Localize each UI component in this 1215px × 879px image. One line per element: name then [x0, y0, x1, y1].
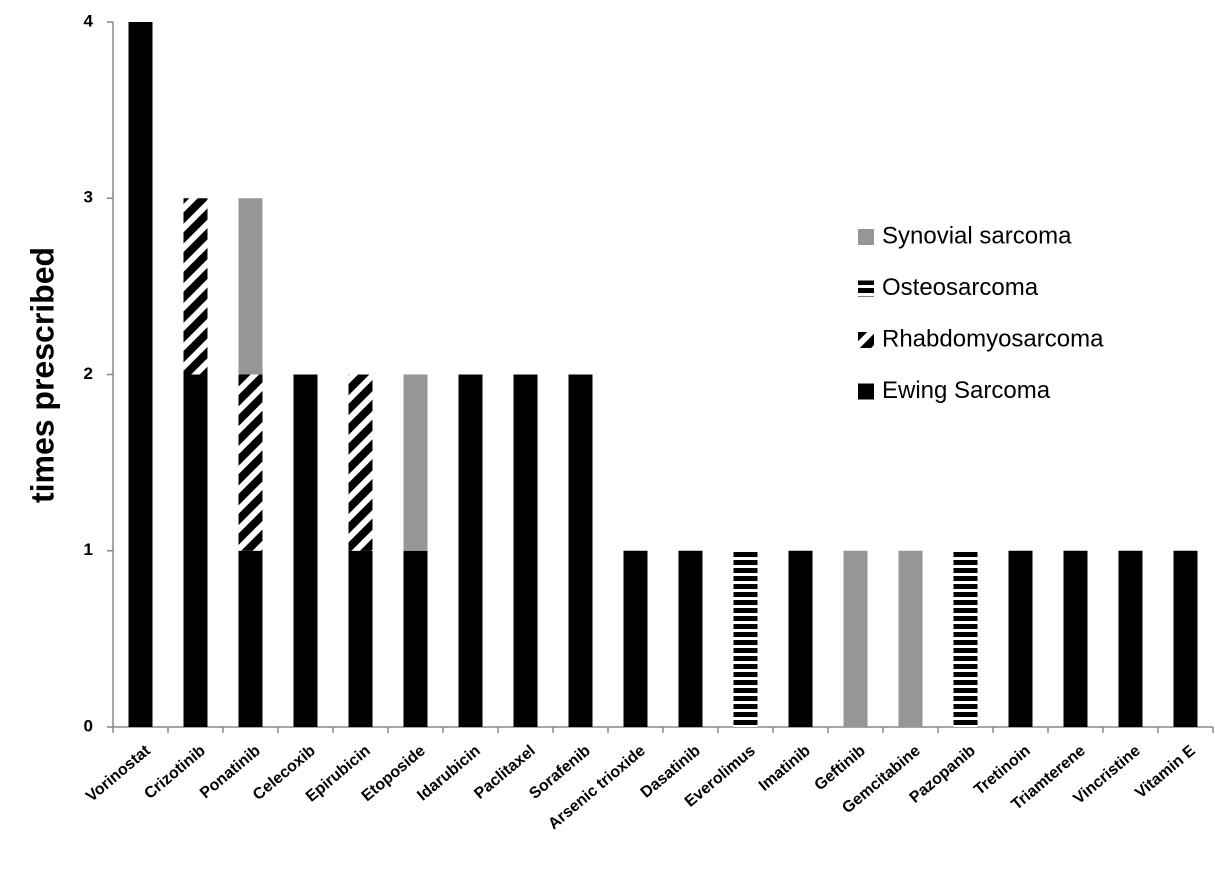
bar-segment	[403, 550, 428, 727]
bar-segment	[238, 550, 263, 727]
legend-label: Synovial sarcoma	[882, 222, 1072, 249]
bar-segment	[1118, 550, 1143, 727]
legend-swatch	[858, 229, 874, 245]
bar-segment	[788, 550, 813, 727]
x-tick-label: Vitamin E	[1132, 742, 1199, 802]
bar-segment	[458, 374, 483, 727]
bar-segment	[403, 374, 428, 551]
bar-segment	[1008, 550, 1033, 727]
x-tick-label: Imatinib	[756, 742, 814, 795]
y-tick-label: 1	[84, 540, 93, 559]
x-tick-label: Crizotinib	[141, 742, 209, 803]
y-axis-title: times prescribed	[24, 247, 60, 503]
legend-swatch	[858, 383, 874, 400]
legend-swatch	[858, 332, 874, 348]
legend-swatch	[858, 280, 874, 297]
legend-label: Rhabdomyosarcoma	[882, 325, 1104, 352]
bar-segment	[293, 374, 318, 727]
bar-segment	[898, 550, 923, 727]
bar-segment	[183, 374, 208, 727]
bar-segment	[128, 22, 153, 727]
bar-segment	[568, 374, 593, 727]
bar-segment	[678, 550, 703, 727]
bar-segment	[1063, 550, 1088, 727]
bar-segment	[348, 550, 373, 727]
y-tick-label: 3	[84, 188, 93, 207]
bar-segment	[238, 374, 263, 551]
legend-label: Ewing Sarcoma	[882, 377, 1051, 404]
bar-segment	[953, 550, 978, 727]
bar-segment	[1173, 550, 1198, 727]
bar-segment	[623, 550, 648, 727]
bar-segment	[733, 550, 758, 727]
y-tick-label: 0	[84, 716, 93, 735]
y-tick-label: 4	[84, 11, 94, 30]
x-tick-label: Vorinostat	[83, 742, 154, 806]
bar-segment	[348, 374, 373, 551]
x-tick-label: Arsenic trioxide	[545, 742, 649, 833]
y-tick-label: 2	[84, 364, 93, 383]
bar-segment	[183, 198, 208, 375]
bar-segment	[843, 550, 868, 727]
bar-segment	[238, 198, 263, 375]
bar-segment	[513, 374, 538, 727]
legend-label: Osteosarcoma	[882, 274, 1039, 301]
